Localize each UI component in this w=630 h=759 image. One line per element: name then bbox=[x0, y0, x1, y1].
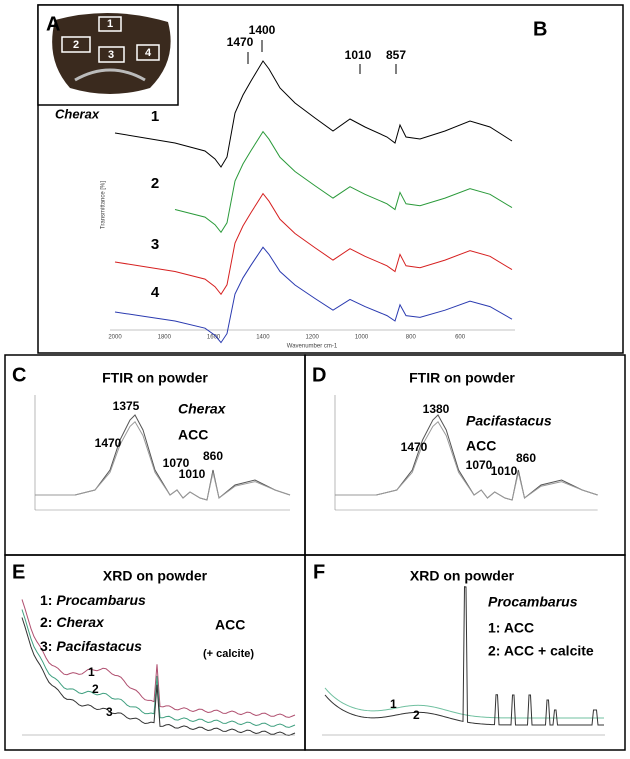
peak-label: 857 bbox=[386, 48, 406, 62]
peak-label: 1375 bbox=[113, 399, 140, 413]
peak-label: 1470 bbox=[227, 35, 254, 49]
spectrum bbox=[114, 246, 513, 344]
peak-label: 1470 bbox=[401, 440, 428, 454]
xrd-pattern bbox=[324, 687, 604, 719]
peak-label: 860 bbox=[516, 451, 536, 465]
sample: 2: Cherax bbox=[40, 614, 105, 630]
trace-label: 2 bbox=[151, 175, 159, 192]
panel-label: F bbox=[313, 561, 325, 583]
phase: ACC bbox=[466, 438, 496, 454]
sample: 2: ACC + calcite bbox=[488, 643, 594, 659]
x-tick-label: 1200 bbox=[306, 335, 320, 341]
trace-label: 2 bbox=[413, 708, 420, 722]
peak-label: 1010 bbox=[345, 48, 372, 62]
trace-label: 3 bbox=[106, 705, 113, 719]
x-tick-label: 800 bbox=[406, 335, 417, 341]
y-axis-label: Transmittance [%] bbox=[101, 181, 107, 229]
peak-ticks bbox=[247, 40, 397, 74]
x-tick-label: 1000 bbox=[355, 335, 369, 341]
region-label: 1 bbox=[107, 18, 113, 30]
peak-label: 1400 bbox=[249, 23, 276, 37]
peak-label: 860 bbox=[203, 449, 223, 463]
carapace-edge bbox=[74, 68, 146, 82]
trace-label: 1 bbox=[88, 665, 95, 679]
peak-label: 1010 bbox=[179, 467, 206, 481]
species: Procambarus bbox=[488, 594, 578, 610]
species: Cherax bbox=[55, 106, 100, 121]
note: (+ calcite) bbox=[203, 648, 254, 660]
panel-label: C bbox=[12, 364, 26, 386]
peak-label: 1070 bbox=[163, 456, 190, 470]
region-box bbox=[98, 46, 125, 63]
peak-label: 1070 bbox=[466, 458, 493, 472]
panel-label: B bbox=[533, 18, 547, 40]
x-tick-label: 1800 bbox=[158, 335, 172, 341]
xrd-pattern bbox=[21, 609, 296, 728]
x-tick-label: 600 bbox=[455, 335, 466, 341]
xrd-pattern bbox=[21, 617, 296, 736]
region-box bbox=[136, 44, 160, 61]
region-label: 2 bbox=[73, 39, 79, 51]
xrd-pattern bbox=[21, 599, 296, 718]
trace-label: 1 bbox=[390, 697, 397, 711]
trace-label: 2 bbox=[92, 682, 99, 696]
sample: 3: Pacifastacus bbox=[40, 638, 142, 654]
panel-title: FTIR on powder bbox=[102, 370, 208, 386]
panel-title: XRD on powder bbox=[410, 568, 515, 584]
trace-label: 1 bbox=[151, 108, 159, 125]
spectrum bbox=[114, 60, 513, 168]
xrd-pattern bbox=[324, 586, 604, 726]
spectrum bbox=[114, 192, 513, 296]
x-axis-label: Wavenumber cm-1 bbox=[287, 344, 338, 350]
panel-f-frame bbox=[304, 554, 626, 751]
phase: ACC bbox=[215, 617, 245, 633]
sample: 1: Procambarus bbox=[40, 592, 146, 608]
panel-b-frame bbox=[37, 4, 624, 354]
species: Pacifastacus bbox=[466, 413, 552, 429]
sample: 1: ACC bbox=[488, 620, 534, 636]
region-box bbox=[61, 36, 91, 53]
spectrum bbox=[335, 421, 598, 501]
peak-label: 1010 bbox=[491, 464, 518, 478]
carapace bbox=[52, 12, 171, 94]
trace-label: 4 bbox=[151, 284, 160, 301]
region-label: 4 bbox=[145, 47, 152, 59]
spectrum bbox=[174, 130, 513, 234]
panel-title: XRD on powder bbox=[103, 568, 208, 584]
panel-label: E bbox=[12, 561, 25, 583]
x-tick-label: 2000 bbox=[108, 335, 122, 341]
trace-label: 3 bbox=[151, 236, 159, 253]
species: Cherax bbox=[178, 401, 227, 417]
region-box bbox=[98, 16, 122, 32]
x-tick-label: 1400 bbox=[256, 335, 270, 341]
spectrum bbox=[35, 421, 291, 501]
peak-label: 1380 bbox=[423, 402, 450, 416]
x-tick-label: 1600 bbox=[207, 335, 221, 341]
panel-label: A bbox=[46, 13, 60, 35]
phase: ACC bbox=[178, 427, 208, 443]
panel-label: D bbox=[312, 364, 326, 386]
region-label: 3 bbox=[108, 49, 114, 61]
peak-label: 1470 bbox=[95, 436, 122, 450]
panel-title: FTIR on powder bbox=[409, 370, 515, 386]
